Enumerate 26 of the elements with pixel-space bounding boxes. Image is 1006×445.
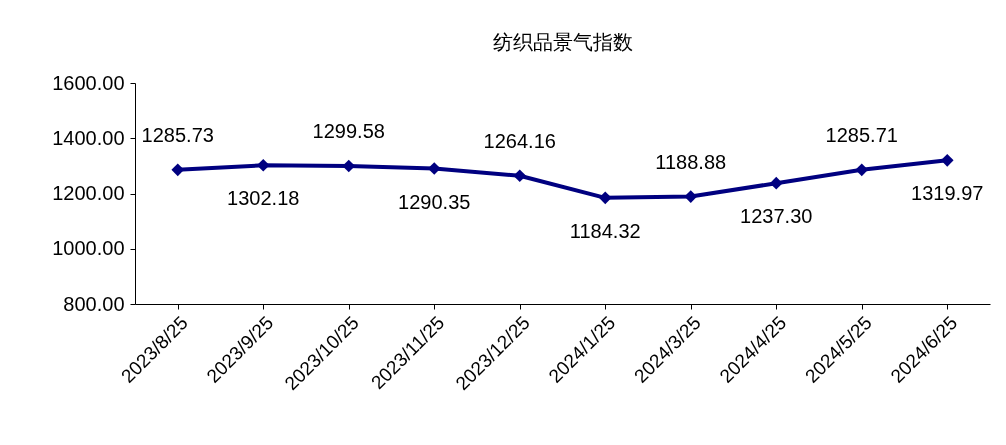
point [940,154,954,167]
data-label: 1319.97 [911,182,984,205]
data-label: 1237.30 [740,205,813,228]
y-tick-label: 800.00 [63,292,125,315]
data-label: 1302.18 [227,187,300,210]
data-label: 1285.73 [141,123,214,146]
point [684,190,698,203]
y-tick-label: 1400.00 [52,126,125,149]
point [427,162,441,175]
y-tick-label: 1000.00 [52,237,125,260]
point [342,159,356,173]
point [598,191,612,205]
point [256,158,270,172]
data-label: 1184.32 [569,219,641,242]
y-tick-label: 1600.00 [52,71,125,94]
chart-title: 纺织品景气指数 [492,31,633,53]
point [769,176,783,190]
data-label: 1285.71 [825,123,898,146]
point [513,169,527,183]
point [855,163,869,177]
data-label: 1290.35 [398,190,471,213]
point [171,163,185,177]
data-label: 1299.58 [312,119,385,142]
data-label: 1188.88 [655,150,727,173]
data-label: 1264.16 [483,129,556,152]
y-tick-label: 1200.00 [52,182,125,204]
